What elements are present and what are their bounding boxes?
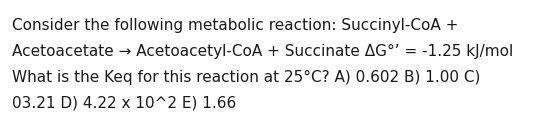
Text: What is the Keq for this reaction at 25°C? A) 0.602 B) 1.00 C): What is the Keq for this reaction at 25°… <box>12 70 480 85</box>
Text: 03.21 D) 4.22 x 10^2 E) 1.66: 03.21 D) 4.22 x 10^2 E) 1.66 <box>12 96 236 111</box>
Text: Consider the following metabolic reaction: Succinyl-CoA +: Consider the following metabolic reactio… <box>12 18 458 33</box>
Text: Acetoacetate → Acetoacetyl-CoA + Succinate ΔG°’ = -1.25 kJ/mol: Acetoacetate → Acetoacetyl-CoA + Succina… <box>12 44 513 59</box>
